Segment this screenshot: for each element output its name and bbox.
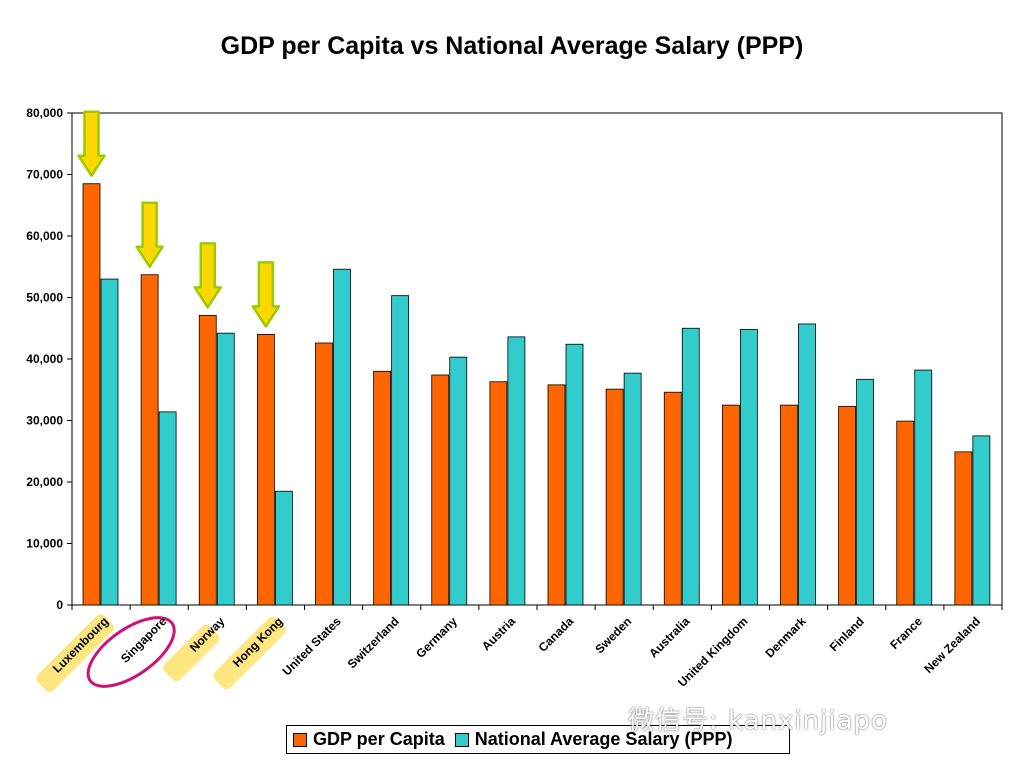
bar-salary-finland: [856, 378, 875, 606]
x-category-label: Canada: [536, 614, 577, 655]
legend-item-salary: National Average Salary (PPP): [454, 729, 733, 750]
label-highlight: [36, 614, 115, 692]
y-tick-label: 40,000: [26, 352, 63, 366]
arrow-icon: [135, 201, 164, 268]
x-category-label: Denmark: [762, 614, 808, 660]
x-category-label: Switzerland: [345, 614, 402, 671]
label-highlight: [163, 624, 220, 682]
arrow-icon: [193, 242, 222, 309]
bar-gdp-austria: [489, 381, 508, 606]
arrow-icon: [77, 110, 106, 177]
bar-salary-sweden: [623, 372, 642, 606]
legend-label-gdp: GDP per Capita: [313, 729, 445, 749]
y-tick-label: 80,000: [26, 106, 63, 120]
bar-gdp-germany: [431, 374, 450, 606]
bar-gdp-norway: [198, 314, 217, 606]
bar-salary-new-zealand: [972, 435, 991, 606]
legend-label-salary: National Average Salary (PPP): [474, 729, 733, 749]
bar-salary-switzerland: [391, 295, 410, 606]
legend-swatch-gdp: [293, 732, 307, 747]
x-category-label: Hong Kong: [230, 614, 286, 670]
legend-item-gdp: GDP per Capita: [293, 729, 445, 750]
bar-gdp-france: [896, 420, 915, 606]
y-tick-label: 30,000: [26, 414, 63, 428]
bar-salary-germany: [449, 356, 468, 606]
legend-swatch-salary: [454, 732, 469, 747]
x-category-label: Sweden: [592, 614, 634, 656]
x-category-label: Australia: [646, 614, 692, 660]
bar-gdp-new-zealand: [954, 451, 973, 606]
bar-salary-austria: [507, 336, 526, 606]
bar-gdp-united-kingdom: [721, 404, 740, 606]
label-circle: [86, 616, 176, 688]
x-category-label: Germany: [413, 614, 460, 661]
bar-gdp-australia: [663, 391, 682, 606]
x-category-label: Finland: [827, 614, 867, 654]
y-tick-label: 60,000: [26, 229, 63, 243]
watermark: 微信号: kanxinjiapo: [628, 706, 888, 736]
x-category-label: United States: [280, 614, 344, 678]
y-tick-label: 0: [56, 598, 63, 612]
bar-salary-luxembourg: [100, 278, 119, 606]
bar-gdp-denmark: [780, 404, 798, 606]
y-tick-label: 50,000: [26, 291, 63, 305]
y-tick-label: 20,000: [26, 475, 63, 489]
bar-salary-australia: [681, 327, 700, 606]
bar-gdp-switzerland: [373, 370, 392, 606]
label-highlight: [213, 616, 286, 690]
bar-salary-denmark: [798, 323, 816, 606]
bar-gdp-singapore: [140, 274, 159, 606]
bar-salary-canada: [565, 343, 584, 606]
x-category-label: France: [887, 614, 925, 652]
bar-salary-united-states: [333, 268, 351, 606]
bar-gdp-hong-kong: [256, 333, 275, 606]
bar-gdp-sweden: [605, 388, 624, 606]
legend: GDP per Capita National Average Salary (…: [286, 725, 790, 754]
y-tick-label: 10,000: [26, 537, 63, 551]
bar-gdp-luxembourg: [82, 183, 101, 606]
bar-gdp-finland: [838, 405, 857, 606]
x-category-label: Singapore: [118, 614, 170, 666]
y-tick-label: 70,000: [26, 168, 63, 182]
bar-salary-france: [914, 369, 933, 606]
bar-salary-norway: [216, 332, 235, 606]
chart-title: GDP per Capita vs National Average Salar…: [220, 32, 804, 60]
arrow-icon: [251, 261, 281, 328]
bar-gdp-united-states: [315, 342, 333, 606]
bar-salary-hong-kong: [274, 490, 293, 606]
bar-salary-united-kingdom: [739, 329, 758, 606]
x-category-label: Austria: [479, 614, 518, 653]
bar-gdp-canada: [547, 384, 566, 606]
x-category-label: New Zealand: [921, 614, 983, 676]
bar-salary-singapore: [158, 411, 177, 606]
